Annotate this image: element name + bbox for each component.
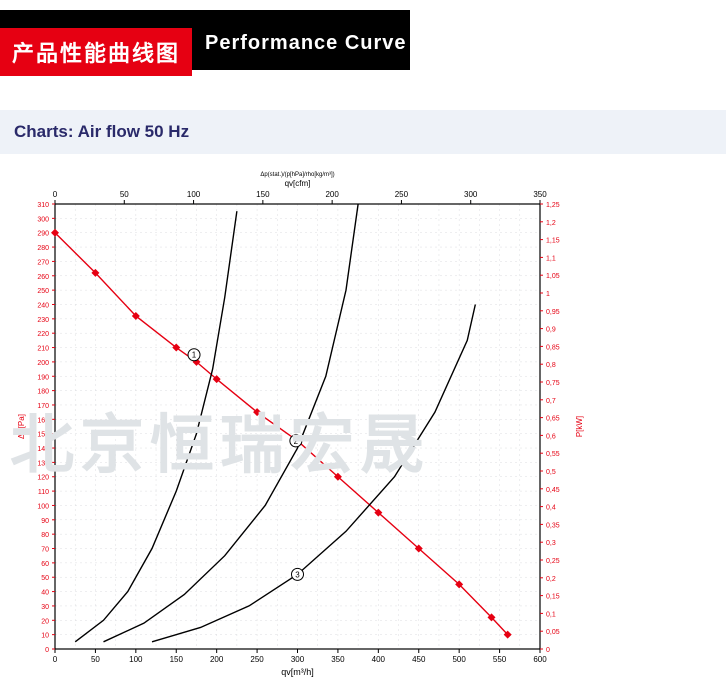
svg-text:220: 220 [37, 331, 49, 338]
svg-text:260: 260 [37, 274, 49, 281]
svg-text:P[kW]: P[kW] [575, 416, 584, 437]
svg-text:50: 50 [41, 575, 49, 582]
svg-text:190: 190 [37, 374, 49, 381]
svg-text:270: 270 [37, 259, 49, 266]
svg-text:0,6: 0,6 [546, 433, 556, 440]
svg-text:60: 60 [41, 561, 49, 568]
svg-text:0,65: 0,65 [546, 416, 560, 423]
svg-text:30: 30 [41, 604, 49, 611]
svg-text:400: 400 [372, 655, 386, 664]
svg-text:250: 250 [37, 288, 49, 295]
svg-text:150: 150 [170, 655, 184, 664]
svg-text:0,35: 0,35 [546, 522, 560, 529]
svg-text:180: 180 [37, 389, 49, 396]
svg-text:qv[cfm]: qv[cfm] [285, 179, 311, 188]
svg-text:0: 0 [53, 190, 58, 199]
svg-text:70: 70 [41, 547, 49, 554]
svg-text:0: 0 [53, 655, 58, 664]
header-en-label: Performance Curve [205, 32, 407, 55]
svg-text:1,2: 1,2 [546, 220, 556, 227]
svg-text:140: 140 [37, 446, 49, 453]
svg-text:0,55: 0,55 [546, 451, 560, 458]
header-cn-label: 产品性能曲线图 [0, 28, 192, 76]
svg-text:250: 250 [395, 190, 409, 199]
svg-text:550: 550 [493, 655, 507, 664]
svg-text:1: 1 [192, 351, 197, 360]
svg-text:290: 290 [37, 231, 49, 238]
svg-text:1: 1 [546, 291, 550, 298]
svg-text:100: 100 [187, 190, 201, 199]
svg-text:0,8: 0,8 [546, 362, 556, 369]
chart-title: Charts: Air flow 50 Hz [0, 110, 726, 154]
svg-text:100: 100 [129, 655, 143, 664]
svg-text:0,2: 0,2 [546, 576, 556, 583]
svg-text:350: 350 [533, 190, 547, 199]
svg-text:280: 280 [37, 245, 49, 252]
performance-chart: 050100150200250300350400450500550600qv[m… [10, 164, 630, 684]
svg-text:qv[m³/h]: qv[m³/h] [281, 667, 314, 677]
svg-text:500: 500 [452, 655, 466, 664]
svg-text:10: 10 [41, 633, 49, 640]
svg-text:200: 200 [325, 190, 339, 199]
svg-text:0,25: 0,25 [546, 558, 560, 565]
svg-text:0,7: 0,7 [546, 398, 556, 405]
svg-text:210: 210 [37, 346, 49, 353]
svg-text:250: 250 [250, 655, 264, 664]
svg-text:50: 50 [120, 190, 129, 199]
svg-text:130: 130 [37, 460, 49, 467]
svg-text:150: 150 [256, 190, 270, 199]
svg-text:310: 310 [37, 202, 49, 209]
svg-text:450: 450 [412, 655, 426, 664]
svg-text:200: 200 [37, 360, 49, 367]
svg-text:20: 20 [41, 618, 49, 625]
svg-text:1,25: 1,25 [546, 202, 560, 209]
svg-text:300: 300 [37, 216, 49, 223]
svg-text:50: 50 [91, 655, 100, 664]
svg-text:2: 2 [294, 437, 299, 446]
svg-text:80: 80 [41, 532, 49, 539]
svg-text:200: 200 [210, 655, 224, 664]
svg-text:110: 110 [38, 489, 49, 496]
svg-text:120: 120 [37, 475, 49, 482]
svg-text:100: 100 [37, 503, 49, 510]
svg-text:160: 160 [37, 417, 49, 424]
svg-text:3: 3 [295, 570, 300, 579]
svg-text:0,05: 0,05 [546, 629, 560, 636]
svg-text:0,85: 0,85 [546, 344, 560, 351]
chart-container: 北京恒瑞宏晟 050100150200250300350400450500550… [10, 164, 630, 684]
svg-text:300: 300 [291, 655, 305, 664]
svg-text:0,3: 0,3 [546, 540, 556, 547]
svg-text:230: 230 [37, 317, 49, 324]
svg-text:0,45: 0,45 [546, 487, 560, 494]
svg-text:350: 350 [331, 655, 345, 664]
svg-text:90: 90 [41, 518, 49, 525]
svg-text:0,9: 0,9 [546, 327, 556, 334]
svg-text:0,75: 0,75 [546, 380, 560, 387]
svg-text:ΔP[Pa]: ΔP[Pa] [17, 414, 26, 439]
svg-text:0,1: 0,1 [546, 611, 556, 618]
svg-text:0,95: 0,95 [546, 309, 560, 316]
svg-text:150: 150 [37, 432, 49, 439]
svg-text:1,05: 1,05 [546, 273, 560, 280]
svg-text:300: 300 [464, 190, 478, 199]
svg-text:1,1: 1,1 [546, 255, 556, 262]
svg-text:0,5: 0,5 [546, 469, 556, 476]
svg-text:Δp(stat.)/(p[hPa]/rho[kg/m³]): Δp(stat.)/(p[hPa]/rho[kg/m³]) [260, 172, 334, 178]
svg-text:600: 600 [533, 655, 547, 664]
svg-text:240: 240 [37, 302, 49, 309]
svg-text:0,4: 0,4 [546, 505, 556, 512]
svg-text:40: 40 [41, 590, 49, 597]
svg-text:1,15: 1,15 [546, 238, 560, 245]
header: 产品性能曲线图 Performance Curve [0, 10, 726, 80]
svg-text:170: 170 [37, 403, 49, 410]
svg-text:0,15: 0,15 [546, 594, 560, 601]
